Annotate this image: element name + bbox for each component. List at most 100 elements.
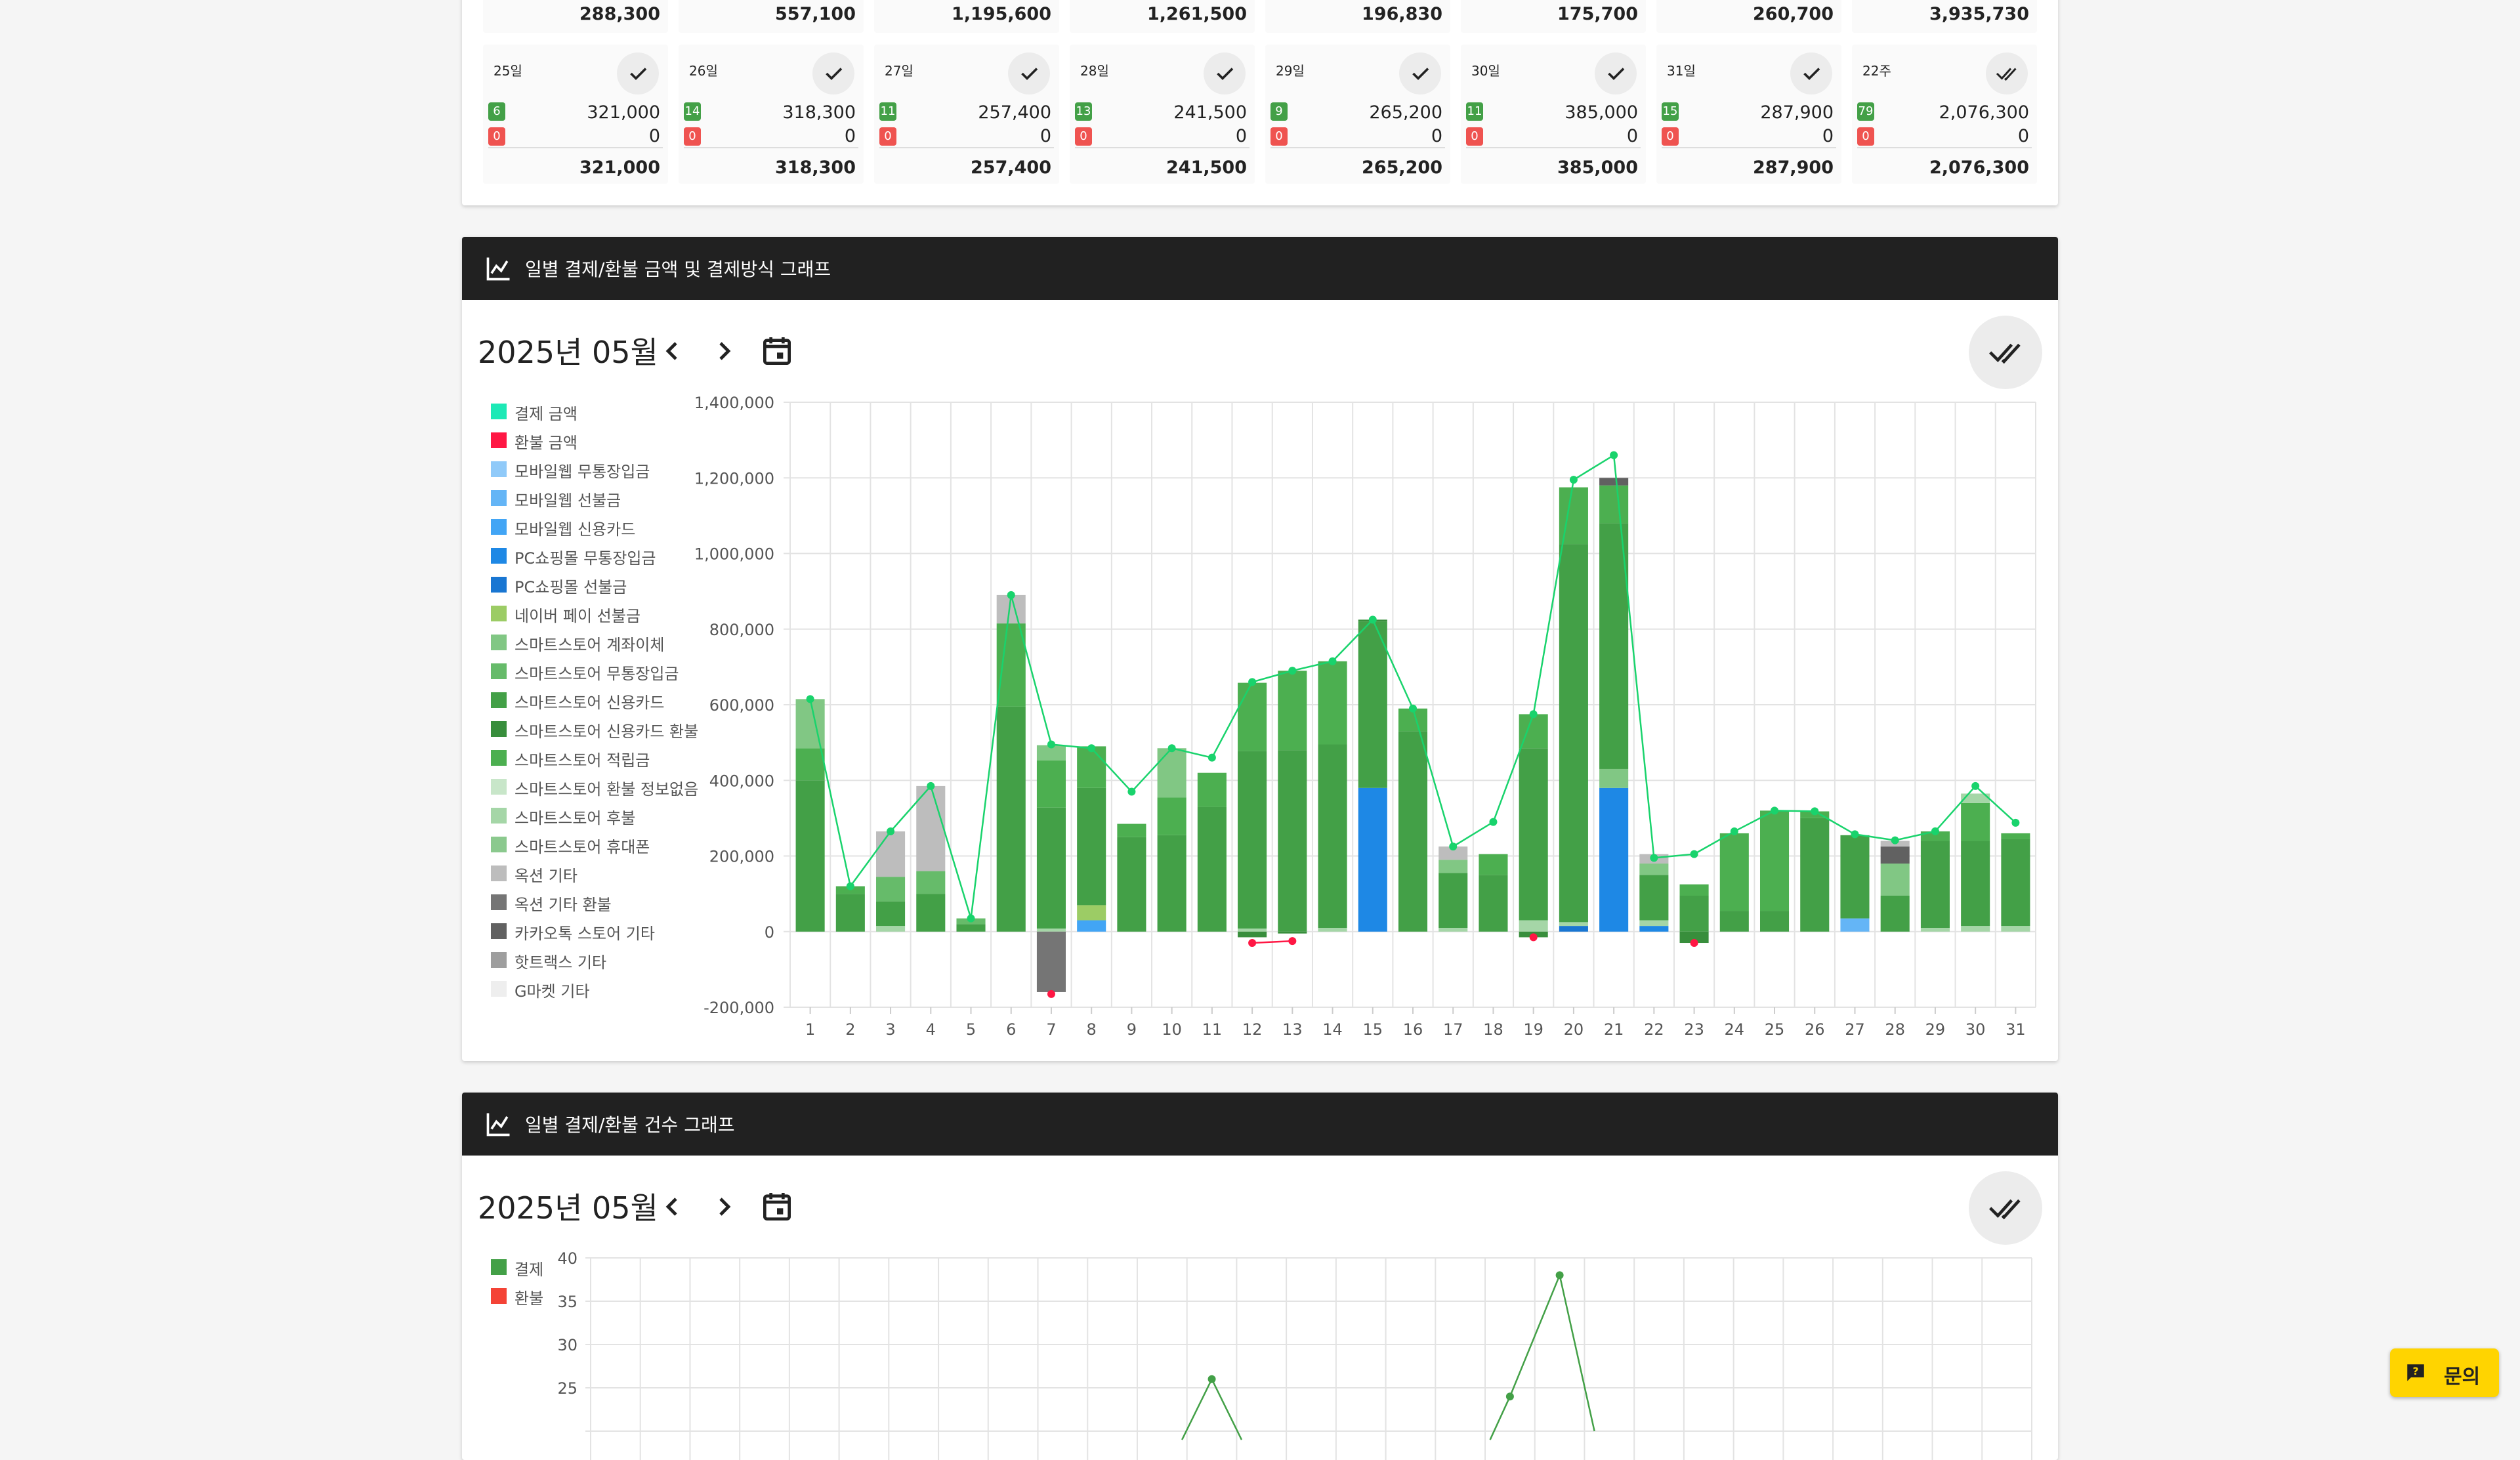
inquiry-button[interactable]: ? 문의 [2390,1348,2499,1397]
prev-month-button[interactable] [656,1191,688,1222]
y-tick-label: 0 [765,923,774,942]
pay-amount-point [1047,740,1055,749]
bar-segment [1961,793,1990,803]
count-chart-card: 일별 결제/환불 건수 그래프 2025년 05월 결제 환불 25 30 35 40 [462,1093,2058,1460]
pay-amount-point [1489,818,1498,826]
divider [1466,147,1641,148]
legend-swatch [491,692,507,708]
bar-segment [795,780,825,932]
select-all-button[interactable] [1969,1171,2042,1245]
week-total-cell: 288,300 [483,0,668,33]
x-tick-label: 26 [1805,1020,1825,1039]
legend-label: 결제 [514,1261,544,1279]
legend-label: 스마트스토어 신용카드 환불 [514,722,699,741]
legend-swatch [491,404,507,419]
bar-segment [1920,831,1950,841]
refund-count-badge: 0 [1466,127,1483,146]
day-summary-cell: 28일 13 0 241,500 0 241,500 [1070,45,1255,184]
pay-count-badge: 79 [1857,102,1874,121]
bar-segment [1880,896,1910,932]
y-tick-label: 1,200,000 [694,469,774,488]
x-tick-label: 12 [1242,1020,1263,1039]
x-tick-label: 13 [1282,1020,1303,1039]
bar-segment [1117,824,1146,837]
line-chart-icon [486,1113,510,1137]
bar-segment [835,894,865,932]
refund-count-badge: 0 [488,127,505,146]
bar-segment [1438,927,1468,932]
pay-count-badge: 13 [1075,102,1092,121]
refund-amount: 0 [1040,126,1051,146]
legend-swatch [491,548,507,564]
calendar-icon[interactable] [759,333,795,369]
pay-amount: 257,400 [978,102,1051,123]
x-tick-label: 6 [1006,1020,1016,1039]
bar-segment [1599,523,1629,769]
legend-swatch [491,663,507,679]
day-label: 31일 [1667,63,1696,79]
bar-segment [1559,922,1588,927]
pay-count-point [1505,1392,1514,1401]
next-month-button[interactable] [709,1191,740,1222]
x-tick-label: 5 [966,1020,976,1039]
weekly-summary-card: 288,300 557,100 1,195,600 1,261,500 196,830 1… [462,0,2058,205]
day-check-button[interactable] [1986,52,2028,94]
bar-segment [1519,920,1548,932]
day-check-button[interactable] [1008,52,1050,94]
x-tick-label: 18 [1483,1020,1503,1039]
pay-amount: 287,900 [1760,102,1834,123]
day-check-button[interactable] [1595,52,1637,94]
legend-swatch [491,635,507,650]
bar-segment [795,748,825,781]
bar-segment [1036,745,1066,761]
day-check-button[interactable] [1204,52,1246,94]
day-check-button[interactable] [617,52,659,94]
refund-amount-point [1047,990,1055,998]
bar-segment [1036,760,1066,808]
bar-segment [996,594,1026,624]
x-tick-label: 25 [1765,1020,1785,1039]
day-label: 27일 [885,63,914,79]
bar-segment [1197,772,1227,807]
day-summary-cell: 22주 79 0 2,076,300 0 2,076,300 [1852,45,2037,184]
y-tick-label: 25 [557,1379,578,1398]
next-month-button[interactable] [709,335,740,367]
bar-segment [1438,860,1468,873]
divider [1075,147,1250,148]
select-all-button[interactable] [1969,316,2042,389]
pay-amount-point [1650,854,1658,862]
check-icon [1412,68,1429,81]
amount-chart-header: 일별 결제/환불 금액 및 결제방식 그래프 [462,237,2058,300]
prev-month-button[interactable] [656,335,688,367]
refund-amount: 0 [844,126,856,146]
calendar-icon[interactable] [759,1188,795,1225]
bar-segment [1800,811,1830,818]
refund-amount: 0 [2017,126,2029,146]
legend-swatch [491,461,507,477]
day-total: 265,200 [1362,157,1442,178]
bar-segment [1077,746,1106,788]
pay-amount: 318,300 [782,102,856,123]
bar-segment [2001,926,2030,932]
pay-amount-line [809,453,2017,919]
bar-segment [1639,920,1669,927]
legend-swatch [491,981,507,997]
bar-segment [1599,478,1629,486]
week-total-value: 3,935,730 [1929,4,2029,24]
bar-segment [1920,841,1950,928]
legend-swatch [491,490,507,506]
amount-bar-chart: -200,000 0 200,000 400,000 600,000 800,000 1,0… [694,394,2036,1039]
bar-segment [996,706,1026,932]
day-check-button[interactable] [1399,52,1441,94]
legend-label: 핫트랙스 기타 [514,953,607,972]
x-tick-label: 22 [1644,1020,1664,1039]
day-check-button[interactable] [1790,52,1832,94]
bar-segment-negative [1679,931,1709,944]
bar-segment-negative [1278,931,1307,934]
count-month-label: 2025년 05월 [478,1190,658,1226]
bar-segment [1519,748,1548,921]
legend-label: 스마트스토어 환불 정보없음 [514,780,699,799]
day-check-button[interactable] [812,52,854,94]
x-tick-label: 7 [1046,1020,1056,1039]
bar-segment [1880,846,1910,864]
